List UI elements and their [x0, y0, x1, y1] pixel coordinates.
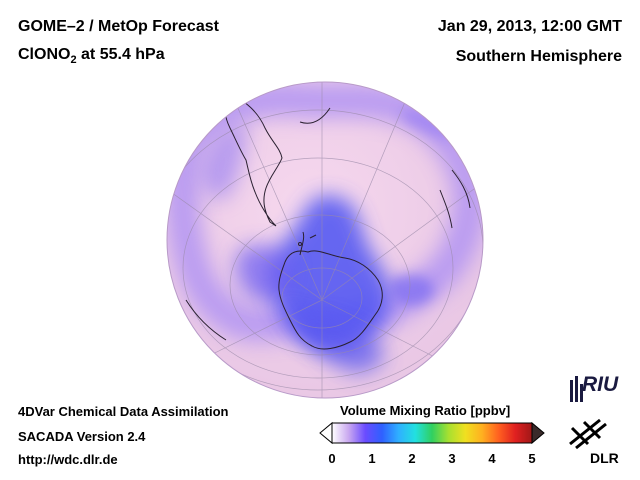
dlr-logo-text: DLR [590, 450, 619, 466]
version-label: SACADA Version 2.4 [18, 429, 146, 444]
vmr-field [167, 82, 483, 374]
colorbar-tick-1: 1 [368, 451, 376, 466]
map-subtitle: ClONO2 at 55.4 hPa [18, 46, 165, 67]
colorbar-title: Volume Mixing Ratio [ppbv] [340, 403, 511, 418]
colorbar-low-arrow [319, 421, 333, 445]
colorbar-high-arrow [531, 421, 545, 445]
globe-limb [166, 81, 484, 399]
colorbar-tick-5: 5 [528, 451, 536, 466]
riu-logo-text: RIU [582, 373, 619, 396]
assimilation-label: 4DVar Chemical Data Assimilation [18, 404, 229, 419]
colorbar-tick-0: 0 [328, 451, 336, 466]
forecast-date: Jan 29, 2013, 12:00 GMT [437, 18, 622, 35]
hemisphere-label: Southern Hemisphere [455, 48, 622, 65]
colorbar-tick-2: 2 [408, 451, 416, 466]
website-link[interactable]: http://wdc.dlr.de [18, 452, 118, 467]
coastlines [185, 94, 471, 350]
dlr-logo-icon [569, 418, 607, 450]
map-title: GOME–2 / MetOp Forecast [18, 18, 219, 35]
colorbar-tick-3: 3 [448, 451, 456, 466]
colorbar [319, 421, 545, 445]
riu-logo-icon [570, 376, 583, 402]
globe-map [166, 81, 484, 399]
colorbar-tick-4: 4 [488, 451, 496, 466]
colorbar-ramp [331, 422, 533, 444]
